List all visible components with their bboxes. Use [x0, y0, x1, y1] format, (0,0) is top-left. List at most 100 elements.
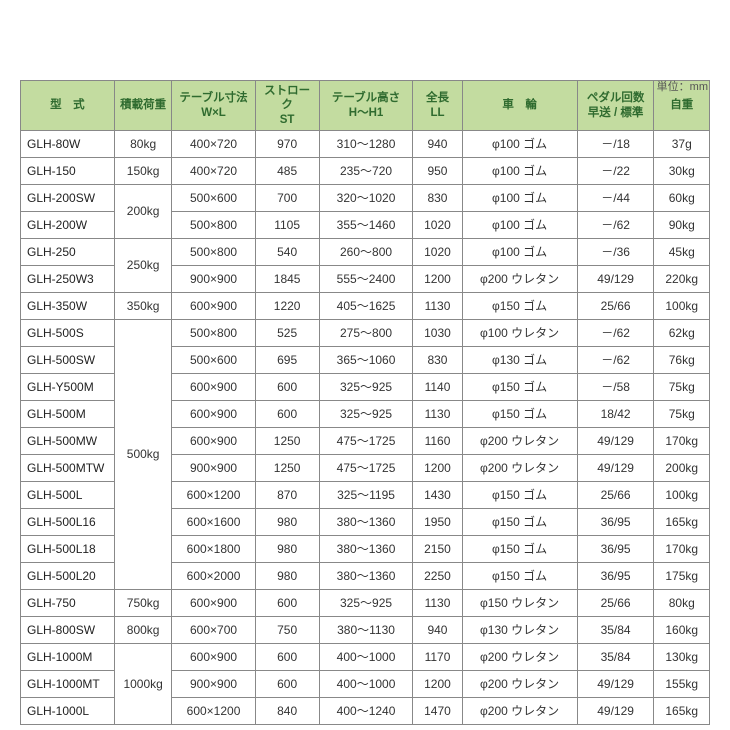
height-cell: 310～1280: [319, 131, 413, 158]
wheel-cell: φ150 ゴム: [462, 293, 577, 320]
ll-cell: 1430: [413, 482, 462, 509]
column-header: 全長LL: [413, 81, 462, 131]
wheel-cell: φ150 ウレタン: [462, 590, 577, 617]
model-cell: GLH-250: [21, 239, 115, 266]
ll-cell: 2250: [413, 563, 462, 590]
table-row: GLH-1000M1000kg600×900600400～10001170φ20…: [21, 644, 710, 671]
model-cell: GLH-200W: [21, 212, 115, 239]
pedal-cell: 36/95: [577, 536, 654, 563]
stroke-cell: 840: [255, 698, 319, 725]
height-cell: 325～1195: [319, 482, 413, 509]
pedal-cell: －/62: [577, 320, 654, 347]
unit-label: 単位：mm: [657, 78, 708, 94]
size-cell: 600×700: [172, 617, 255, 644]
size-cell: 500×600: [172, 347, 255, 374]
height-cell: 400～1000: [319, 644, 413, 671]
pedal-cell: 49/129: [577, 671, 654, 698]
wheel-cell: φ150 ゴム: [462, 374, 577, 401]
stroke-cell: 700: [255, 185, 319, 212]
wheel-cell: φ150 ゴム: [462, 482, 577, 509]
pedal-cell: 49/129: [577, 428, 654, 455]
height-cell: 325～925: [319, 374, 413, 401]
pedal-cell: 18/42: [577, 401, 654, 428]
size-cell: 600×1200: [172, 482, 255, 509]
ll-cell: 1130: [413, 401, 462, 428]
wheel-cell: φ130 ゴム: [462, 347, 577, 374]
wheel-cell: φ100 ゴム: [462, 158, 577, 185]
size-cell: 500×800: [172, 320, 255, 347]
size-cell: 500×600: [172, 185, 255, 212]
weight-cell: 76kg: [654, 347, 710, 374]
size-cell: 600×900: [172, 428, 255, 455]
model-cell: GLH-500L: [21, 482, 115, 509]
stroke-cell: 695: [255, 347, 319, 374]
table-row: GLH-500S500kg500×800525275～8001030φ100 ウ…: [21, 320, 710, 347]
height-cell: 260～800: [319, 239, 413, 266]
pedal-cell: －/62: [577, 212, 654, 239]
wheel-cell: φ150 ゴム: [462, 401, 577, 428]
column-header: 車 輪: [462, 81, 577, 131]
ll-cell: 1140: [413, 374, 462, 401]
wheel-cell: φ200 ウレタン: [462, 266, 577, 293]
weight-cell: 220kg: [654, 266, 710, 293]
height-cell: 400～1240: [319, 698, 413, 725]
stroke-cell: 525: [255, 320, 319, 347]
height-cell: 325～925: [319, 590, 413, 617]
model-cell: GLH-1000M: [21, 644, 115, 671]
model-cell: GLH-500MTW: [21, 455, 115, 482]
model-cell: GLH-500L16: [21, 509, 115, 536]
model-cell: GLH-500MW: [21, 428, 115, 455]
stroke-cell: 980: [255, 509, 319, 536]
table-row: GLH-350W350kg600×9001220405～16251130φ150…: [21, 293, 710, 320]
weight-cell: 170kg: [654, 428, 710, 455]
ll-cell: 1170: [413, 644, 462, 671]
ll-cell: 830: [413, 347, 462, 374]
height-cell: 320～1020: [319, 185, 413, 212]
model-cell: GLH-Y500M: [21, 374, 115, 401]
wheel-cell: φ100 ゴム: [462, 212, 577, 239]
size-cell: 600×900: [172, 293, 255, 320]
pedal-cell: －/62: [577, 347, 654, 374]
model-cell: GLH-1000MT: [21, 671, 115, 698]
ll-cell: 2150: [413, 536, 462, 563]
size-cell: 600×900: [172, 590, 255, 617]
column-header: 型 式: [21, 81, 115, 131]
size-cell: 600×2000: [172, 563, 255, 590]
ll-cell: 1030: [413, 320, 462, 347]
pedal-cell: 35/84: [577, 617, 654, 644]
size-cell: 600×900: [172, 401, 255, 428]
stroke-cell: 600: [255, 644, 319, 671]
height-cell: 365～1060: [319, 347, 413, 374]
height-cell: 380～1130: [319, 617, 413, 644]
model-cell: GLH-500L18: [21, 536, 115, 563]
size-cell: 900×900: [172, 266, 255, 293]
pedal-cell: 25/66: [577, 590, 654, 617]
pedal-cell: 36/95: [577, 509, 654, 536]
table-row: GLH-80W80kg400×720970310～1280940φ100 ゴム－…: [21, 131, 710, 158]
stroke-cell: 870: [255, 482, 319, 509]
height-cell: 400～1000: [319, 671, 413, 698]
load-cell: 250kg: [114, 239, 172, 293]
ll-cell: 1200: [413, 266, 462, 293]
table-row: GLH-200SW200kg500×600700320～1020830φ100 …: [21, 185, 710, 212]
ll-cell: 1130: [413, 590, 462, 617]
ll-cell: 1950: [413, 509, 462, 536]
wheel-cell: φ150 ゴム: [462, 563, 577, 590]
weight-cell: 100kg: [654, 482, 710, 509]
ll-cell: 1130: [413, 293, 462, 320]
ll-cell: 1200: [413, 455, 462, 482]
stroke-cell: 1845: [255, 266, 319, 293]
wheel-cell: φ200 ウレタン: [462, 428, 577, 455]
size-cell: 600×900: [172, 374, 255, 401]
load-cell: 1000kg: [114, 644, 172, 725]
ll-cell: 1470: [413, 698, 462, 725]
weight-cell: 75kg: [654, 374, 710, 401]
stroke-cell: 980: [255, 536, 319, 563]
load-cell: 800kg: [114, 617, 172, 644]
weight-cell: 60kg: [654, 185, 710, 212]
stroke-cell: 1105: [255, 212, 319, 239]
ll-cell: 1200: [413, 671, 462, 698]
model-cell: GLH-150: [21, 158, 115, 185]
pedal-cell: 49/129: [577, 455, 654, 482]
model-cell: GLH-500SW: [21, 347, 115, 374]
